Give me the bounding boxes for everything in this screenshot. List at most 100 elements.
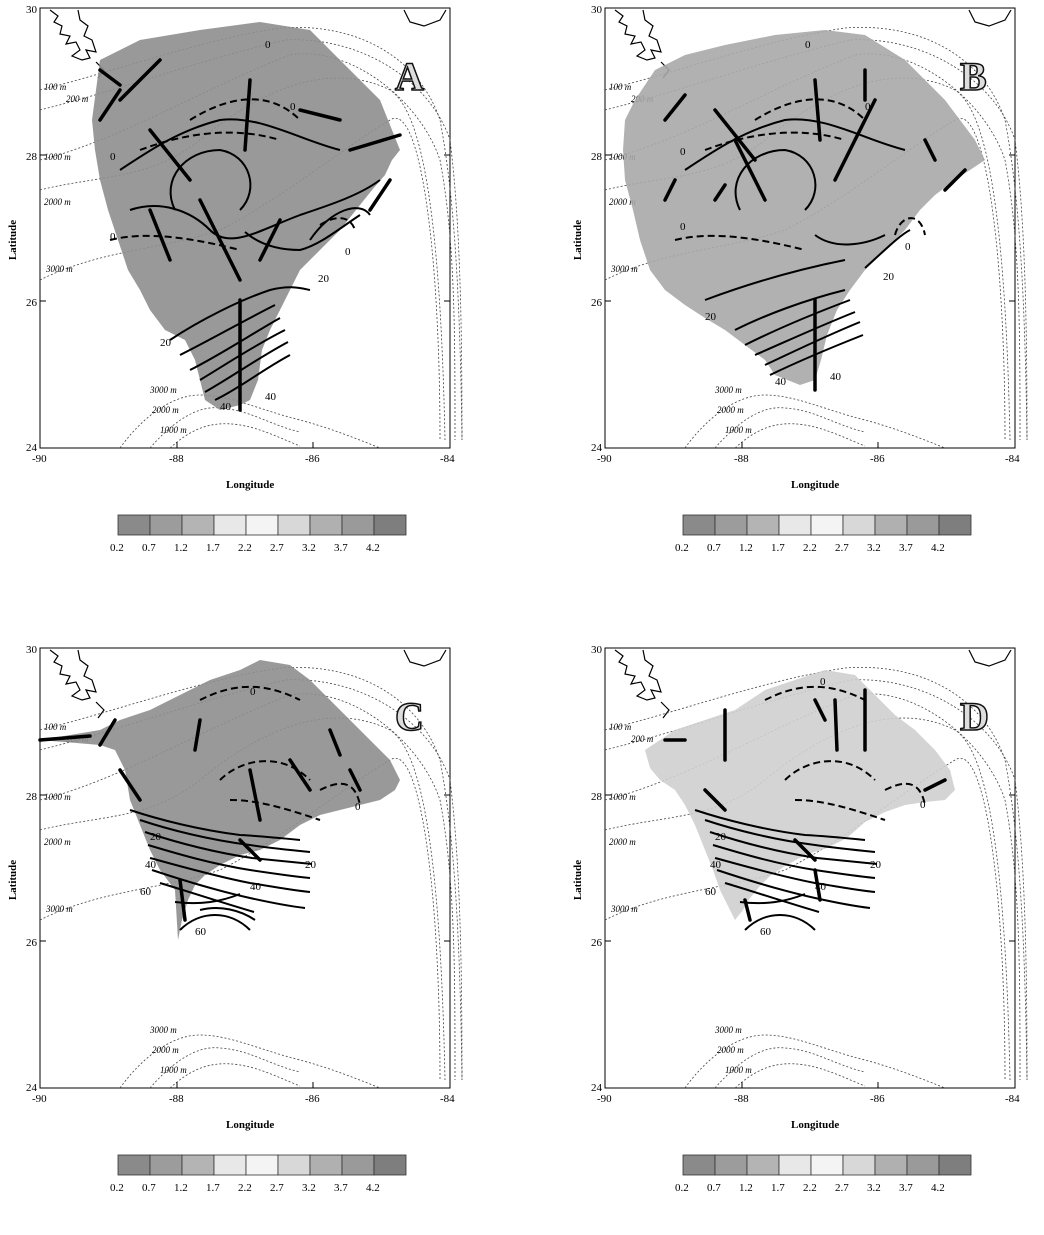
colorbar-tick-label: 0.2 [110, 1182, 124, 1194]
colorbar-swatch [746, 514, 780, 536]
colorbar-swatch [874, 1154, 908, 1176]
colorbar-tick-label: 2.7 [835, 1182, 849, 1194]
velocity-stick [813, 868, 822, 902]
colorbar-tick-label: 2.7 [270, 542, 284, 554]
velocity-stick [923, 138, 937, 162]
colorbar-swatch [810, 1154, 844, 1176]
contour-label: 60 [760, 926, 772, 938]
colorbar-swatch [309, 1154, 343, 1176]
contour-label: 60 [195, 926, 207, 938]
x-tick-label: -90 [597, 1093, 612, 1105]
colorbar-tick-label: 0.7 [707, 1182, 721, 1194]
y-axis-label: Latitude [572, 220, 584, 260]
contour-label: 0 [865, 101, 871, 113]
contour-line [712, 844, 876, 879]
negative-contour-line [229, 799, 321, 821]
colorbar-tick-label: 3.2 [867, 1182, 881, 1194]
colorbar-swatch [181, 1154, 215, 1176]
colorbar-swatch [309, 514, 343, 536]
shaded-domain [92, 22, 400, 410]
contour-line [169, 286, 311, 341]
isobath-label: 100 m [44, 722, 67, 732]
colorbar-tick-label: 4.2 [366, 1182, 380, 1194]
colorbar-swatch [181, 514, 215, 536]
colorbar-swatch [117, 514, 151, 536]
isobath-label: 1000 m [44, 152, 71, 162]
isobath-label: 100 m [609, 82, 632, 92]
colorbar-tick-label: 3.7 [899, 1182, 913, 1194]
velocity-stick [943, 168, 967, 192]
contour-line [119, 118, 341, 171]
contour-label: 60 [140, 886, 152, 898]
contour-label: 0 [905, 241, 911, 253]
colorbar-swatch [277, 1154, 311, 1176]
y-axis-label: Latitude [7, 220, 19, 260]
velocity-stick [288, 758, 312, 792]
isobath-label: 3000 m [149, 385, 177, 395]
velocity-stick [98, 88, 122, 122]
colorbar-tick-label: 2.2 [803, 542, 817, 554]
contour-label: 40 [220, 401, 232, 413]
velocity-stick [663, 93, 687, 122]
colorbar-swatch [714, 514, 748, 536]
negative-contour-line [319, 217, 356, 231]
tick-marks [604, 7, 1016, 449]
negative-contour-line [319, 782, 361, 806]
colorbar-tick-label: 3.7 [334, 1182, 348, 1194]
contour-label: 0 [680, 221, 686, 233]
colorbar-tick-label: 2.2 [238, 542, 252, 554]
y-tick-label: 24 [26, 1082, 38, 1094]
colorbar-swatch [778, 1154, 812, 1176]
isobath-label: 2000 m [717, 405, 744, 415]
colorbar-swatch [874, 514, 908, 536]
y-tick-label: 30 [26, 644, 38, 656]
x-tick-label: -88 [169, 1093, 184, 1105]
colorbar-tick-label: 1.2 [174, 1182, 188, 1194]
colorbar-tick-label: 4.2 [366, 542, 380, 554]
colorbar-swatch [906, 514, 940, 536]
velocity-stick [243, 78, 252, 152]
y-tick-label: 26 [26, 297, 38, 309]
isobath-label: 200 m [66, 94, 89, 104]
contour-label: 20 [715, 831, 727, 843]
velocity-stick [178, 878, 187, 922]
isobath-label: 3000 m [45, 264, 73, 274]
contour-label: 0 [805, 39, 811, 51]
velocity-stick [348, 133, 402, 152]
isobath-label: 2000 m [609, 197, 636, 207]
colorbar-tick-label: 4.2 [931, 1182, 945, 1194]
velocity-stick [98, 718, 117, 747]
velocity-stick [713, 183, 727, 202]
velocity-stick [923, 778, 947, 792]
isobath-label: 2000 m [717, 1045, 744, 1055]
velocity-stick [368, 178, 392, 212]
x-tick-label: -86 [305, 1093, 320, 1105]
x-axis-label: Longitude [791, 1119, 839, 1131]
contour-label: 0 [680, 146, 686, 158]
contour-line [151, 869, 306, 909]
contour-line [244, 214, 361, 252]
x-tick-label: -84 [1005, 1093, 1020, 1105]
negative-contour-line [139, 131, 281, 151]
isobath-label: 3000 m [714, 385, 742, 395]
contour-labels: 0 0 20 40 60 40 20 60 [705, 676, 926, 938]
colorbar-swatch [213, 1154, 247, 1176]
colorbar-swatch [245, 1154, 279, 1176]
y-tick-label: 30 [591, 4, 603, 16]
lower-isobath-2 [149, 1047, 301, 1089]
colorbar-swatch [373, 514, 407, 536]
colorbar-swatch [149, 1154, 183, 1176]
negative-contour-line [764, 685, 866, 701]
x-tick-label: -86 [305, 453, 320, 465]
velocity-stick [98, 68, 122, 87]
isobath-label: 1000 m [44, 792, 71, 802]
y-tick-label: 30 [26, 4, 38, 16]
y-tick-label: 28 [26, 791, 38, 803]
isobath-label: 3000 m [610, 904, 638, 914]
colorbar-tick-label: 2.7 [835, 542, 849, 554]
contour-line [734, 148, 817, 211]
isobath-label: 1000 m [609, 792, 636, 802]
panel-a: 100 m 200 m 1000 m 2000 m 3000 m 3000 m … [0, 0, 470, 595]
y-tick-label: 24 [26, 442, 38, 454]
y-tick-label: 30 [591, 644, 603, 656]
